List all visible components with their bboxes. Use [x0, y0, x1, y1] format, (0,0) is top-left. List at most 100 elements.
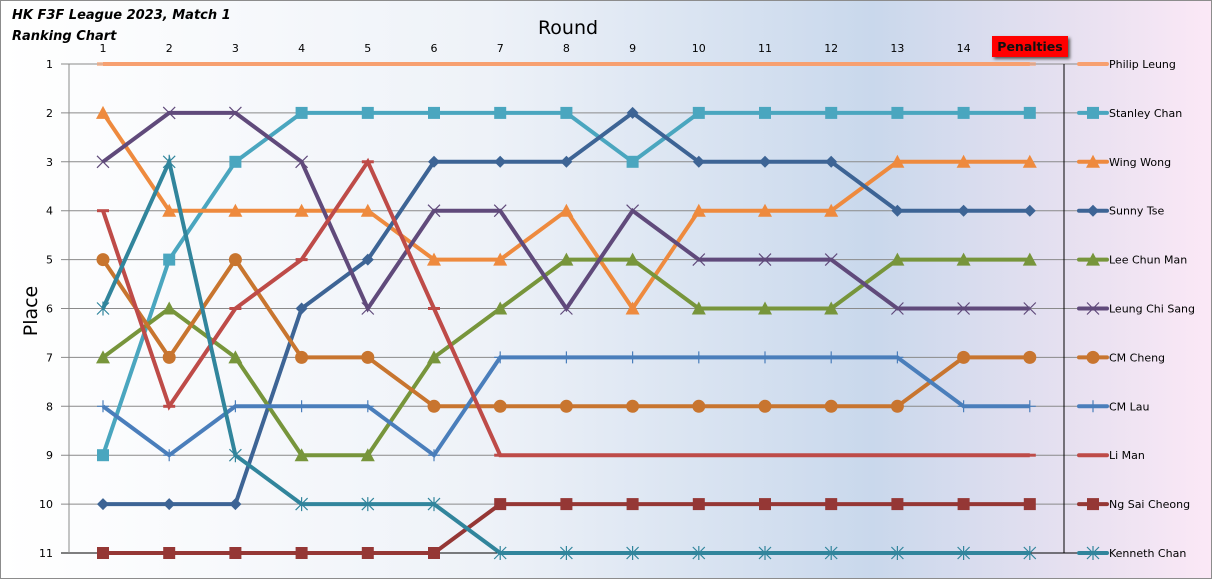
x-tick-label: 14 [957, 42, 971, 55]
data-point-cm-cheng [228, 253, 242, 267]
data-point-philip-leung [163, 62, 176, 66]
data-point-leung-chi-sang [626, 204, 640, 218]
chart-subtitle: Ranking Chart [12, 29, 117, 44]
data-point-philip-leung [97, 62, 109, 66]
data-point-sunny-tse [825, 155, 838, 168]
data-point-leung-chi-sang [957, 302, 971, 315]
x-tick-label: 4 [298, 42, 305, 55]
data-point-cm-cheng [96, 253, 110, 267]
data-point-kenneth-chan [692, 546, 706, 560]
data-point-sunny-tse [295, 302, 308, 315]
y-tick-label: 3 [46, 156, 53, 169]
y-tick-label: 6 [46, 303, 53, 316]
x-tick-label: 11 [758, 42, 772, 55]
legend-label: Stanley Chan [1109, 107, 1182, 120]
data-point-sunny-tse [229, 498, 242, 511]
data-point-kenneth-chan [361, 497, 375, 512]
data-point-ng-sai-cheong [1023, 498, 1036, 511]
data-point-leung-chi-sang [559, 302, 573, 315]
data-point-sunny-tse [97, 498, 109, 511]
data-point-wing-wong [758, 203, 772, 217]
data-point-leung-chi-sang [361, 302, 375, 315]
data-point-philip-leung [692, 62, 705, 66]
data-point-ng-sai-cheong [428, 547, 440, 559]
data-point-kenneth-chan [626, 546, 640, 560]
data-point-wing-wong [691, 203, 706, 217]
data-point-stanley-chan [97, 449, 109, 462]
data-point-philip-leung [957, 62, 970, 66]
legend-label: CM Lau [1109, 400, 1150, 413]
data-point-sunny-tse [759, 155, 771, 168]
data-point-ng-sai-cheong [692, 498, 705, 511]
data-point-kenneth-chan [427, 497, 441, 512]
data-point-lee-chun-man [1022, 252, 1037, 266]
data-point-cm-cheng [957, 350, 971, 364]
data-point-stanley-chan [759, 106, 771, 119]
data-point-stanley-chan [692, 106, 705, 119]
data-point-wing-wong [162, 203, 177, 217]
data-point-philip-leung [428, 62, 440, 66]
data-point-cm-cheng [493, 399, 507, 413]
legend-marker-wing-wong [1086, 154, 1100, 168]
data-point-ng-sai-cheong [825, 498, 838, 511]
data-point-leung-chi-sang [824, 253, 838, 267]
data-point-kenneth-chan [1023, 546, 1037, 560]
legend-label: Philip Leung [1109, 58, 1176, 71]
data-point-cm-cheng [559, 399, 573, 413]
x-axis-title: Round [538, 17, 598, 39]
y-tick-label: 1 [46, 58, 53, 71]
x-tick-label: 8 [563, 42, 570, 55]
data-point-kenneth-chan [96, 301, 110, 316]
data-point-stanley-chan [626, 155, 639, 168]
data-point-philip-leung [626, 62, 639, 66]
data-point-sunny-tse [560, 155, 573, 168]
x-tick-label: 3 [232, 42, 239, 55]
legend-marker-leung-chi-sang [1086, 302, 1100, 315]
data-point-stanley-chan [494, 106, 507, 119]
x-tick-label: 6 [431, 42, 438, 55]
data-point-philip-leung [825, 62, 838, 66]
data-point-sunny-tse [428, 155, 440, 168]
y-axis-title: Place [20, 286, 42, 337]
legend-label: Kenneth Chan [1109, 547, 1186, 560]
data-point-lee-chun-man [559, 252, 574, 266]
data-point-wing-wong [228, 203, 243, 217]
data-point-lee-chun-man [890, 252, 905, 266]
data-point-kenneth-chan [493, 546, 507, 560]
data-point-wing-wong [824, 203, 839, 217]
data-point-leung-chi-sang [493, 204, 507, 218]
legend-marker-cm-cheng [1086, 350, 1100, 364]
legend-label: Sunny Tse [1109, 205, 1165, 218]
data-point-wing-wong [559, 203, 574, 217]
data-point-cm-lau [560, 351, 573, 364]
data-point-stanley-chan [825, 106, 838, 119]
data-point-cm-lau [759, 351, 771, 364]
data-point-cm-cheng [295, 350, 309, 364]
data-point-cm-cheng [162, 350, 176, 364]
x-tick-label: 7 [497, 42, 504, 55]
data-point-stanley-chan [957, 106, 970, 119]
data-point-lee-chun-man [360, 448, 375, 462]
legend-label: Li Man [1109, 449, 1145, 462]
data-point-lee-chun-man [956, 252, 971, 266]
data-point-cm-cheng [824, 399, 838, 413]
x-tick-label: 9 [629, 42, 636, 55]
data-point-wing-wong [1022, 154, 1037, 168]
data-point-stanley-chan [361, 106, 374, 119]
data-point-leung-chi-sang [692, 253, 706, 267]
x-tick-label: 5 [364, 42, 371, 55]
data-point-kenneth-chan [824, 546, 838, 560]
data-point-cm-lau [692, 351, 705, 364]
data-point-wing-wong [890, 154, 905, 168]
data-point-kenneth-chan [957, 546, 971, 560]
data-point-sunny-tse [891, 204, 904, 217]
data-point-sunny-tse [1023, 204, 1036, 217]
data-point-stanley-chan [1023, 106, 1036, 119]
data-point-philip-leung [891, 62, 904, 66]
legend-marker-lee-chun-man [1086, 252, 1100, 266]
data-point-lee-chun-man [691, 301, 706, 315]
data-point-philip-leung [361, 62, 374, 66]
data-point-ng-sai-cheong [891, 498, 904, 511]
data-point-lee-chun-man [824, 301, 839, 315]
